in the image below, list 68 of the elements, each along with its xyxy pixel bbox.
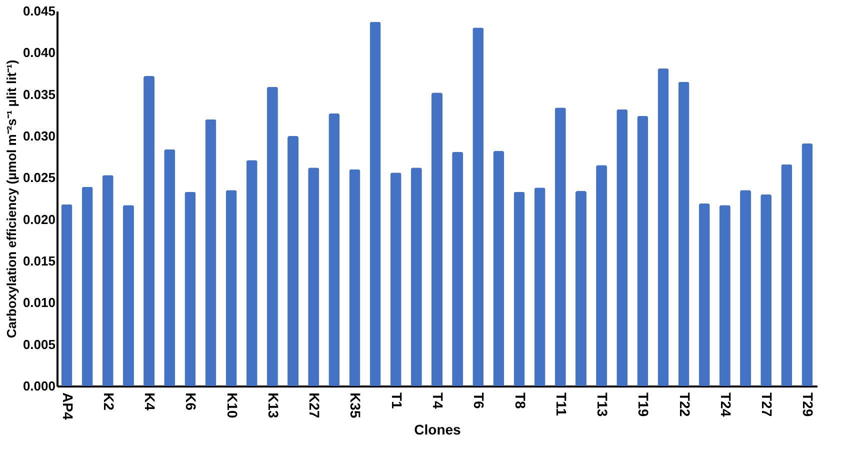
- y-tick-label: 0.025: [22, 170, 56, 186]
- bar: [719, 205, 730, 386]
- bar: [740, 190, 752, 386]
- x-tick-label: K10: [224, 392, 240, 418]
- x-tick-label: K35: [348, 392, 364, 418]
- bar: [781, 164, 792, 386]
- bar: [184, 192, 196, 386]
- bar: [370, 22, 381, 386]
- bar: [658, 68, 669, 386]
- x-tick-label: T4: [430, 392, 446, 410]
- bar: [575, 191, 586, 386]
- bar: [514, 192, 525, 386]
- bar: [678, 82, 690, 386]
- bar: [328, 114, 340, 386]
- x-tick-label: K6: [183, 392, 200, 411]
- y-tick-label: 0.000: [22, 378, 56, 394]
- x-tick-label: T6: [471, 392, 488, 410]
- bar: [308, 168, 320, 386]
- bar: [554, 108, 566, 386]
- bar: [493, 151, 504, 386]
- bar: [596, 165, 608, 386]
- bar: [452, 152, 464, 386]
- bar: [102, 175, 114, 386]
- x-tick-label: K2: [100, 392, 117, 411]
- y-tick-label: 0.030: [22, 128, 56, 144]
- x-tick-label: AP4: [60, 392, 76, 420]
- bar: [246, 160, 258, 386]
- y-tick-label: 0.020: [22, 212, 56, 227]
- bar: [349, 169, 360, 386]
- bar: [410, 168, 422, 386]
- x-tick-label: T29: [800, 392, 816, 417]
- bar: [472, 28, 484, 386]
- bar: [122, 205, 134, 386]
- x-tick-label: T13: [594, 392, 611, 417]
- x-tick-label: T1: [388, 392, 405, 410]
- bar: [61, 204, 72, 386]
- x-tick-label: K13: [265, 392, 282, 418]
- bar: [802, 144, 813, 386]
- x-tick-label: K27: [306, 392, 323, 418]
- y-axis-title: Carboxylation efficiency (µmol m⁻²s⁻¹ µlit lit⁻¹): [4, 60, 19, 338]
- bar: [534, 188, 546, 386]
- bar: [616, 109, 628, 386]
- bar: [288, 136, 299, 386]
- bar: [164, 149, 176, 386]
- x-tick-label: T11: [553, 392, 570, 416]
- x-axis-title: Clones: [414, 422, 462, 438]
- bar: [432, 92, 442, 386]
- bar: [205, 119, 216, 386]
- bar: [390, 172, 402, 386]
- bar: [698, 204, 710, 386]
- bar: [226, 190, 237, 386]
- y-tick-label: 0.010: [22, 295, 56, 310]
- y-tick-label: 0.040: [22, 45, 56, 60]
- y-tick-label: 0.015: [22, 254, 56, 268]
- x-tick-label: T27: [759, 392, 776, 417]
- x-tick-label: T19: [636, 392, 652, 417]
- y-tick-label: 0.045: [22, 4, 56, 18]
- x-tick-label: T8: [512, 392, 528, 410]
- y-tick-label: 0.035: [22, 86, 56, 102]
- bar: [266, 86, 278, 386]
- bar: [82, 186, 93, 386]
- x-tick-label: T24: [718, 392, 734, 417]
- bar: [144, 76, 155, 386]
- bar: [760, 194, 772, 386]
- y-tick-label: 0.005: [22, 336, 56, 352]
- x-tick-label: K4: [142, 392, 158, 411]
- bar: [637, 116, 648, 386]
- x-tick-label: T22: [676, 392, 693, 417]
